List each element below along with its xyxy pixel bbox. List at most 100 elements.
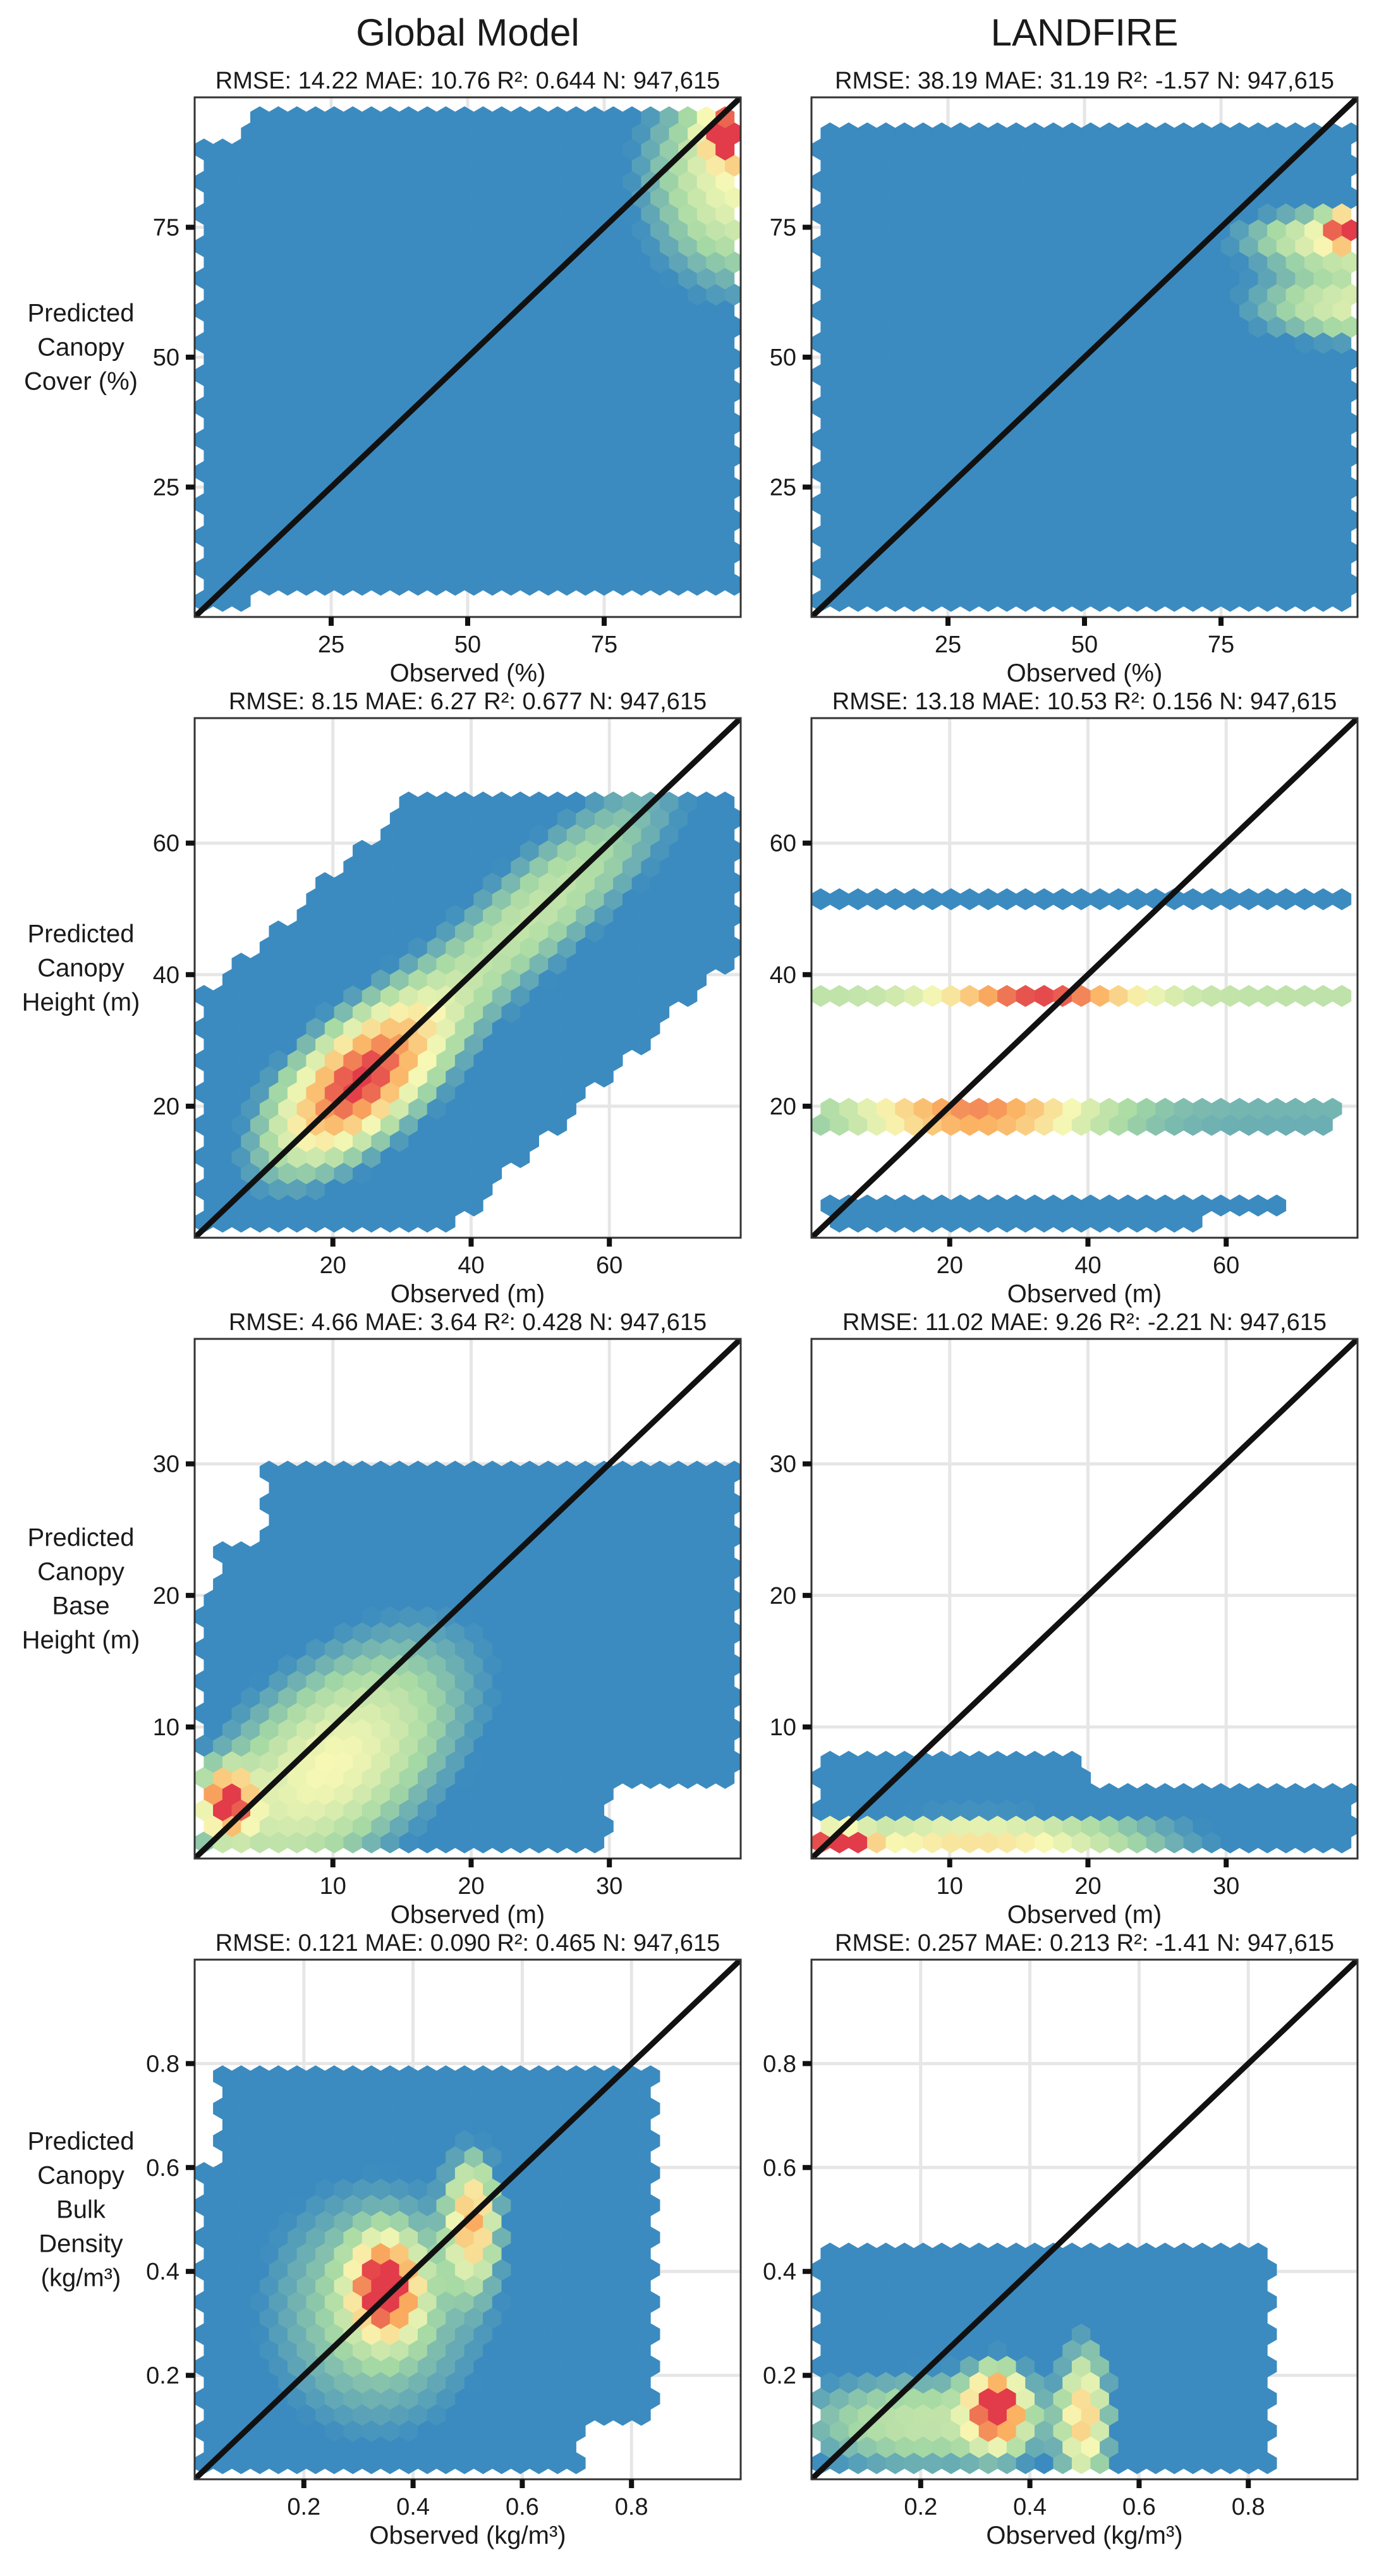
hexbin <box>1313 985 1333 1007</box>
hexbin <box>715 791 735 814</box>
y-axis-label-line: Predicted <box>28 300 135 327</box>
panel-landfire-row-4: RMSE: 0.257 MAE: 0.213 R²: -1.41 N: 947,… <box>763 1930 1359 2549</box>
hexbin <box>1183 888 1203 910</box>
panel-global-model-row-3: RMSE: 4.66 MAE: 3.64 R²: 0.428 N: 947,61… <box>153 1309 742 1929</box>
x-axis-label: Observed (m) <box>391 1280 545 1308</box>
hexbin-layer <box>811 2242 1277 2474</box>
one-to-one-line <box>811 1339 1358 1859</box>
hexbin <box>1276 985 1296 1007</box>
hexbin <box>1295 888 1315 910</box>
y-axis-label-line: Canopy <box>37 334 125 362</box>
hexbin <box>1016 888 1035 910</box>
y-axis-label-line: Height (m) <box>22 1627 140 1654</box>
hexbin <box>1016 985 1035 1007</box>
one-to-one-line <box>195 718 741 1238</box>
y-tick-label: 40 <box>153 962 179 989</box>
panel-frame <box>810 717 1359 1239</box>
panel-frame <box>193 1958 742 2481</box>
hexbin <box>1201 888 1222 910</box>
y-tick-label: 75 <box>153 215 179 241</box>
x-tick-label: 0.6 <box>1122 2494 1156 2520</box>
hexbin <box>1090 985 1110 1007</box>
column-title-landfire: LANDFIRE <box>991 11 1179 54</box>
x-axis-label: Observed (%) <box>1007 659 1163 687</box>
panel-stats: RMSE: 4.66 MAE: 3.64 R²: 0.428 N: 947,61… <box>229 1309 707 1336</box>
x-axis-label: Observed (m) <box>1007 1280 1162 1308</box>
hexbin <box>1239 985 1259 1007</box>
hexbin <box>1109 985 1128 1007</box>
one-to-one-line <box>195 1339 741 1859</box>
hexbin <box>811 985 830 1007</box>
y-tick-label: 10 <box>153 1714 179 1741</box>
y-axis-label-row-4: Predicted Canopy Bulk Density (kg/m³) <box>28 2128 135 2292</box>
y-tick-label: 25 <box>153 475 179 501</box>
column-title-global-model: Global Model <box>356 11 580 54</box>
panel-stats: RMSE: 38.19 MAE: 31.19 R²: -1.57 N: 947,… <box>835 68 1334 94</box>
y-tick-label: 0.6 <box>146 2155 179 2182</box>
y-tick-label: 0.2 <box>146 2363 179 2390</box>
y-tick-label: 40 <box>770 962 796 989</box>
panel-global-model-row-2: RMSE: 8.15 MAE: 6.27 R²: 0.677 N: 947,61… <box>153 688 742 1308</box>
panel-stats: RMSE: 11.02 MAE: 9.26 R²: -2.21 N: 947,6… <box>842 1309 1327 1336</box>
panel-stats: RMSE: 0.257 MAE: 0.213 R²: -1.41 N: 947,… <box>835 1930 1334 1956</box>
y-axis-label-line: Canopy <box>37 955 125 982</box>
y-axis-label-row-3: Predicted Canopy Base Height (m) <box>22 1524 140 1654</box>
one-to-one-line <box>195 1960 741 2479</box>
x-tick-label: 40 <box>458 1252 484 1279</box>
y-axis-label-line: Canopy <box>37 1558 125 1586</box>
x-tick-label: 0.6 <box>506 2494 539 2520</box>
hexbin <box>1313 888 1333 910</box>
hexbin <box>1341 1783 1358 1805</box>
y-tick-label: 75 <box>770 215 796 241</box>
hexbin <box>941 985 961 1007</box>
hexbin <box>1127 888 1147 910</box>
one-to-one-line <box>811 718 1358 1238</box>
hexbin <box>724 1460 741 1483</box>
panel-landfire-row-2: RMSE: 13.18 MAE: 10.53 R²: 0.156 N: 947,… <box>770 688 1359 1308</box>
y-tick-label: 20 <box>770 1094 796 1120</box>
x-tick-label: 0.8 <box>1232 2494 1265 2520</box>
y-tick-label: 25 <box>770 475 796 501</box>
one-to-one-line <box>811 1960 1358 2479</box>
y-axis-label-line: Canopy <box>37 2162 125 2190</box>
x-axis-label: Observed (m) <box>391 1901 545 1929</box>
hexbin <box>997 985 1017 1007</box>
panel-landfire-row-3: RMSE: 11.02 MAE: 9.26 R²: -2.21 N: 947,6… <box>770 1309 1359 1929</box>
y-tick-label: 60 <box>153 831 179 857</box>
y-tick-label: 20 <box>153 1583 179 1609</box>
x-tick-label: 30 <box>596 1873 623 1900</box>
hexbin <box>978 985 998 1007</box>
hexbin <box>1239 888 1259 910</box>
y-tick-label: 0.6 <box>763 2155 796 2182</box>
y-axis-label-line: Cover (%) <box>24 368 138 396</box>
y-tick-label: 30 <box>153 1451 179 1478</box>
x-tick-label: 20 <box>1074 1873 1101 1900</box>
hexbin <box>1248 2242 1268 2265</box>
hexbin <box>941 888 961 910</box>
hexbin <box>1258 985 1277 1007</box>
hexbin <box>811 888 830 910</box>
hexbin <box>848 888 868 910</box>
y-axis-label-line: Predicted <box>28 1524 135 1552</box>
hexbin-layer <box>195 2065 660 2474</box>
hexbin <box>960 888 980 910</box>
y-axis-label-line: (kg/m³) <box>41 2264 121 2292</box>
hexbin-layer <box>811 122 1358 612</box>
hexbin <box>1220 888 1240 910</box>
panel-stats: RMSE: 14.22 MAE: 10.76 R²: 0.644 N: 947,… <box>216 68 720 94</box>
panel-stats: RMSE: 0.121 MAE: 0.090 R²: 0.465 N: 947,… <box>216 1930 720 1956</box>
x-tick-label: 75 <box>591 632 617 658</box>
x-tick-label: 25 <box>318 632 344 658</box>
hexbin-layer <box>195 1460 741 1853</box>
hexbin <box>1165 985 1184 1007</box>
x-tick-label: 0.4 <box>396 2494 430 2520</box>
hexbin <box>923 985 942 1007</box>
y-tick-label: 0.4 <box>146 2259 179 2285</box>
y-tick-label: 50 <box>153 345 179 371</box>
x-tick-label: 75 <box>1208 632 1234 658</box>
y-tick-label: 0.2 <box>763 2363 796 2390</box>
column-titles: Global Model LANDFIRE <box>356 11 1178 54</box>
hexbin <box>1053 888 1072 910</box>
hexbin <box>641 2065 660 2087</box>
hexbin <box>848 985 868 1007</box>
